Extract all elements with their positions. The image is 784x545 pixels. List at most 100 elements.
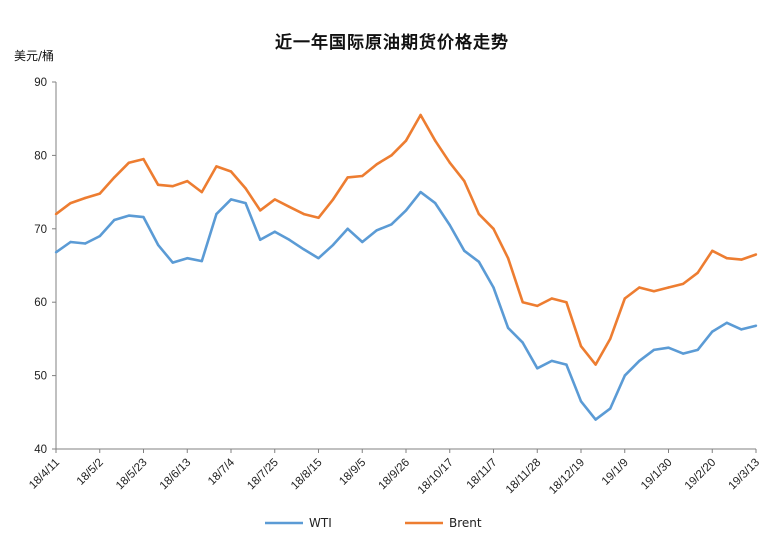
data-point-wti (390, 223, 393, 226)
x-tick-label: 18/9/26 (377, 457, 413, 493)
x-tick-label: 18/5/2 (75, 457, 106, 488)
data-point-brent (594, 363, 597, 366)
data-point-wti (84, 242, 87, 245)
data-point-brent (419, 113, 422, 117)
data-point-brent (404, 139, 408, 142)
data-point-wti (638, 359, 641, 363)
data-point-wti (156, 243, 160, 247)
data-point-brent (506, 257, 510, 260)
data-point-wti (506, 326, 510, 330)
data-point-brent (186, 179, 189, 183)
series-layer (54, 113, 758, 421)
data-point-brent (229, 170, 233, 173)
x-tick-label: 18/7/4 (206, 456, 238, 488)
data-point-wti (463, 249, 466, 252)
data-point-wti (565, 363, 568, 366)
x-tick-label: 19/2/20 (683, 457, 719, 493)
y-tick-label: 40 (34, 444, 47, 456)
series-line-wti (55, 190, 757, 421)
series-line-brent (55, 113, 757, 366)
legend-label-brent: Brent (449, 516, 482, 530)
data-point-brent (434, 139, 437, 142)
x-tick-label: 19/1/30 (639, 457, 675, 493)
x-tick-label: 18/6/13 (158, 457, 194, 493)
data-point-brent (156, 183, 160, 186)
y-tick-label: 80 (34, 150, 47, 162)
data-point-brent (448, 161, 451, 164)
data-point-brent (667, 286, 670, 289)
data-point-brent (331, 198, 335, 201)
y-axis-unit-label: 美元/桶 (14, 49, 55, 63)
data-point-wti (69, 240, 72, 244)
data-point-wti (244, 201, 247, 205)
data-point-wti (681, 352, 685, 355)
data-point-brent (492, 227, 495, 230)
data-point-brent (579, 345, 583, 348)
data-point-brent (754, 253, 758, 256)
data-point-wti (142, 215, 145, 219)
data-point-wti (550, 359, 553, 363)
data-point-wti (711, 330, 714, 333)
data-point-brent (69, 201, 72, 205)
x-tick-label: 18/8/15 (289, 457, 325, 493)
data-point-wti (127, 214, 131, 217)
x-axis-ticks: 18/4/11 18/5/2 18/5/23 18/6/13 18/7/4 18/7/25… (27, 449, 762, 497)
data-point-wti (521, 341, 524, 344)
data-point-brent (681, 282, 685, 286)
data-point-wti (579, 400, 583, 403)
data-point-brent (463, 179, 466, 183)
data-point-brent (273, 198, 276, 201)
data-point-brent (113, 176, 116, 179)
y-tick-label: 50 (34, 371, 47, 383)
data-point-wti (186, 257, 189, 260)
data-point-brent (536, 304, 539, 308)
data-point-brent (711, 249, 714, 252)
data-point-wti (171, 261, 174, 264)
data-point-wti (273, 230, 276, 233)
data-point-wti (696, 348, 699, 352)
x-tick-label: 18/11/28 (504, 457, 544, 497)
x-tick-label: 19/3/13 (727, 457, 763, 493)
data-point-wti (229, 198, 233, 201)
data-point-brent (317, 216, 320, 219)
data-point-wti (302, 248, 306, 251)
data-point-wti (448, 223, 451, 227)
y-axis-ticks: 40 50 60 70 80 90 (34, 77, 56, 456)
data-point-brent (244, 187, 247, 190)
x-tick-label: 18/7/25 (245, 457, 281, 493)
data-point-brent (375, 163, 378, 166)
data-point-brent (652, 290, 656, 293)
y-tick-label: 90 (34, 77, 47, 89)
data-point-brent (550, 297, 553, 300)
data-point-brent (127, 161, 131, 164)
x-tick-label: 18/9/5 (337, 457, 368, 488)
data-point-brent (696, 271, 699, 274)
data-point-brent (54, 212, 58, 216)
data-point-wti (215, 212, 218, 216)
data-point-brent (361, 174, 364, 178)
data-point-wti (594, 418, 597, 421)
data-point-brent (609, 337, 612, 341)
data-point-brent (725, 257, 728, 260)
data-point-wti (492, 286, 495, 289)
data-point-brent (638, 286, 641, 289)
x-tick-label: 19/1/9 (600, 457, 631, 488)
data-point-brent (565, 301, 568, 304)
data-point-brent (740, 258, 743, 261)
data-point-wti (54, 251, 58, 254)
x-tick-label: 18/10/17 (416, 457, 456, 497)
data-point-brent (259, 209, 262, 212)
data-point-wti (113, 218, 116, 222)
data-point-wti (623, 374, 626, 377)
legend-label-wti: WTI (309, 516, 332, 530)
data-point-wti (331, 243, 335, 247)
data-point-wti (652, 348, 656, 352)
x-tick-label: 18/4/11 (27, 457, 62, 492)
y-tick-label: 60 (34, 297, 47, 309)
data-point-brent (288, 205, 291, 208)
data-point-wti (740, 328, 743, 331)
data-point-wti (346, 227, 349, 230)
legend: WTI Brent (265, 516, 482, 530)
data-point-wti (754, 324, 758, 327)
data-point-brent (302, 212, 306, 216)
